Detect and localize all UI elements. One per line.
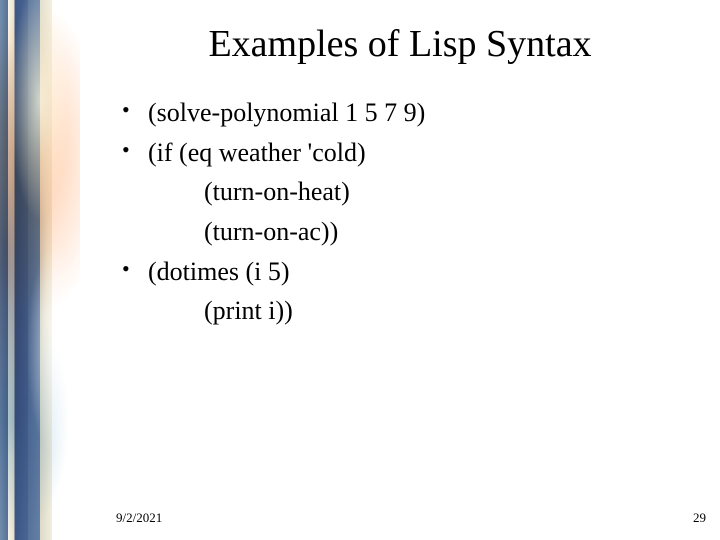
bullet-list: (solve-polynomial 1 5 7 9) (if (eq weath…: [120, 94, 700, 171]
slide-body: (solve-polynomial 1 5 7 9) (if (eq weath…: [80, 94, 720, 330]
slide-content: Examples of Lisp Syntax (solve-polynomia…: [80, 0, 720, 540]
bullet-item: (dotimes (i 5): [120, 253, 700, 291]
decorative-sidebar: [0, 0, 80, 540]
bullet-subline: (turn-on-heat): [120, 173, 700, 211]
bullet-subline: (print i)): [120, 292, 700, 330]
bullet-list: (dotimes (i 5): [120, 253, 700, 291]
footer-page-number: 29: [693, 510, 706, 526]
footer-date: 9/2/2021: [116, 510, 162, 526]
slide-title: Examples of Lisp Syntax: [80, 22, 720, 66]
bullet-subline: (turn-on-ac)): [120, 213, 700, 251]
bullet-item: (if (eq weather 'cold): [120, 134, 700, 172]
bullet-item: (solve-polynomial 1 5 7 9): [120, 94, 700, 132]
